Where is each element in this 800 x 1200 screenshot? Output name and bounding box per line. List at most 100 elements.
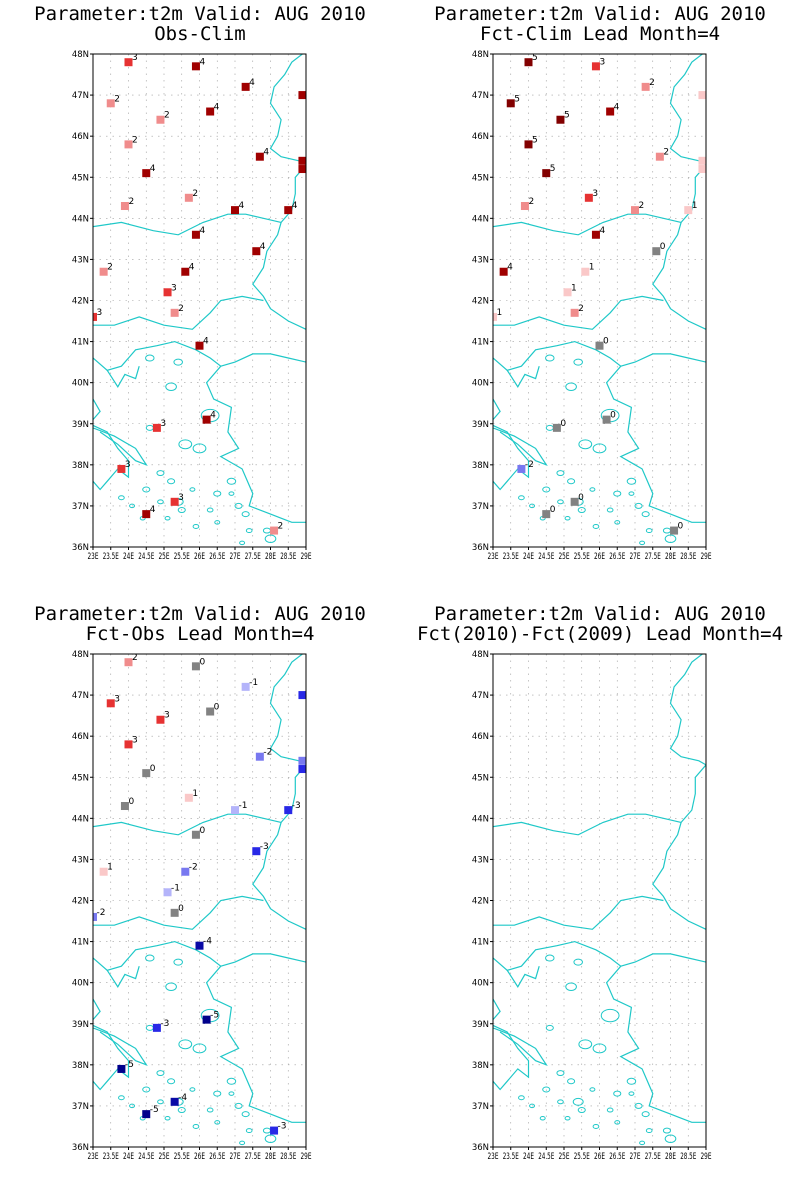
- station-value-label: -5: [150, 1105, 159, 1115]
- station-marker: [231, 206, 239, 215]
- island-outline: [545, 954, 555, 962]
- station-marker: [163, 288, 172, 297]
- station-value-label: 3: [125, 460, 131, 470]
- island-outline: [645, 1128, 653, 1134]
- lon-label: 25.5E: [174, 552, 190, 562]
- lon-label: 27.5E: [645, 1152, 661, 1162]
- island-outline: [118, 495, 125, 501]
- lat-label: 44N: [72, 814, 89, 824]
- coastline: [493, 427, 548, 467]
- station-marker: [152, 1023, 161, 1032]
- station-marker: [506, 99, 515, 108]
- lat-label: 43N: [72, 255, 89, 265]
- coastline: [493, 940, 706, 1123]
- station-marker: [181, 867, 190, 876]
- station-marker: [124, 658, 133, 667]
- station-value-label: 0: [128, 797, 134, 807]
- coastline: [93, 998, 130, 1091]
- island-outline: [578, 1039, 593, 1050]
- coastline: [93, 295, 264, 330]
- island-outline: [573, 358, 583, 366]
- island-outline: [539, 1116, 546, 1121]
- station-value-label: 2: [107, 263, 113, 273]
- lon-label: 28.5E: [280, 552, 296, 562]
- lon-label: 29E: [301, 552, 312, 562]
- station-value-label: 2: [192, 189, 198, 199]
- station-value-label: 4: [249, 78, 255, 88]
- island-outline: [567, 1078, 576, 1085]
- station-value-label: -2: [263, 748, 272, 758]
- station-marker: [652, 247, 661, 256]
- lat-label: 48N: [72, 50, 89, 60]
- coastline: [93, 427, 148, 467]
- coastline: [111, 1163, 164, 1167]
- lat-label: 46N: [472, 132, 489, 142]
- station-value-label: 0: [199, 657, 205, 667]
- island-outline: [565, 982, 577, 992]
- station-marker: [563, 288, 572, 297]
- station-value-label: 5: [550, 164, 556, 174]
- island-outline: [613, 490, 622, 497]
- station-marker: [142, 1110, 151, 1119]
- station-marker: [298, 756, 306, 765]
- station-marker: [591, 62, 600, 71]
- station-marker: [298, 165, 306, 174]
- station-marker: [170, 1097, 179, 1106]
- station-value-label: 4: [150, 505, 156, 515]
- station-marker: [520, 202, 529, 211]
- station-value-label: 1: [589, 263, 595, 273]
- station-value-label: 4: [210, 411, 216, 421]
- station-marker: [631, 206, 639, 215]
- station-marker: [93, 312, 97, 321]
- station-marker: [170, 908, 179, 917]
- island-outline: [542, 486, 551, 493]
- lon-label: 26.5E: [209, 552, 225, 562]
- lat-label: 37N: [72, 1102, 89, 1112]
- coastline: [252, 54, 306, 330]
- island-outline: [129, 503, 136, 509]
- lat-label: 43N: [72, 855, 89, 865]
- island-outline: [565, 382, 577, 392]
- lon-label: 23E: [88, 1152, 99, 1162]
- station-marker: [698, 165, 706, 174]
- lat-label: 41N: [72, 338, 89, 348]
- lon-label: 28.5E: [680, 552, 696, 562]
- coastline: [93, 1027, 148, 1067]
- panel-title-line2: Fct-Obs Lead Month=4: [85, 623, 315, 645]
- lat-label: 45N: [72, 173, 89, 183]
- island-outline: [177, 507, 186, 514]
- lat-label: 37N: [472, 502, 489, 512]
- station-value-label: 5: [532, 135, 538, 145]
- lat-label: 39N: [72, 1020, 89, 1030]
- map-background: [493, 654, 706, 1147]
- island-outline: [572, 1097, 584, 1106]
- lon-label: 25E: [159, 552, 170, 562]
- station-marker: [152, 423, 161, 432]
- station-value-label: 1: [706, 152, 712, 162]
- lat-label: 48N: [72, 650, 89, 660]
- lon-label: 27E: [230, 552, 241, 562]
- island-outline: [641, 1111, 650, 1118]
- lat-label: 45N: [472, 173, 489, 183]
- island-outline: [639, 1140, 646, 1146]
- island-outline: [634, 502, 643, 509]
- island-outline: [178, 439, 193, 450]
- island-outline: [592, 523, 600, 529]
- lat-label: 45N: [72, 773, 89, 783]
- station-value-label: 5: [564, 111, 570, 121]
- panel-title-line2: Fct(2010)-Fct(2009) Lead Month=4: [416, 623, 784, 645]
- lat-label: 40N: [72, 979, 89, 989]
- coastline: [93, 398, 130, 491]
- island-outline: [157, 1099, 164, 1105]
- station-marker: [195, 941, 204, 950]
- station-marker: [591, 230, 600, 239]
- lon-label: 29E: [701, 552, 712, 562]
- station-marker: [524, 58, 533, 67]
- station-value-label: 1: [107, 863, 113, 873]
- coastline: [106, 966, 140, 988]
- island-outline: [529, 503, 536, 509]
- island-outline: [142, 486, 151, 493]
- station-marker: [524, 140, 533, 149]
- station-marker: [191, 830, 200, 839]
- lat-label: 36N: [72, 1143, 89, 1153]
